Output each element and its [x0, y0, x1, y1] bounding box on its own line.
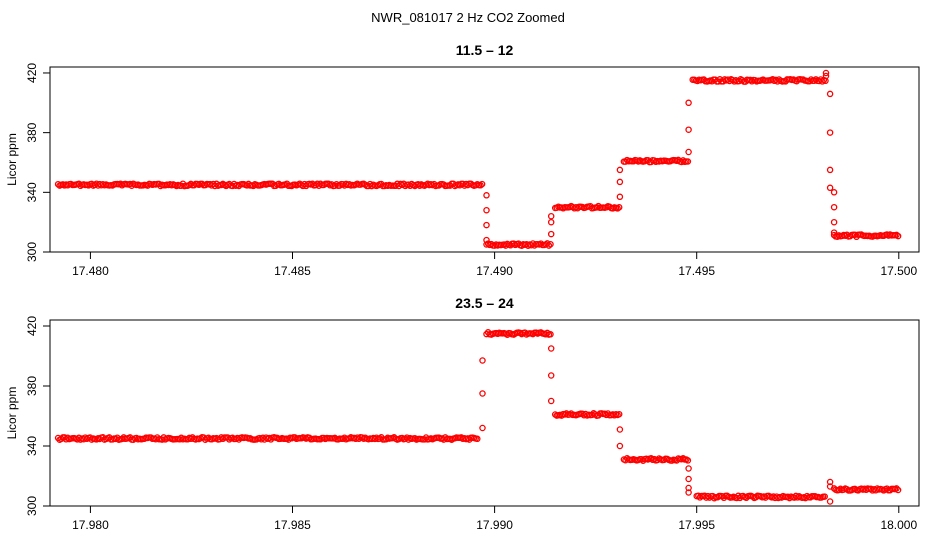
y-tick-label: 420 — [25, 63, 39, 83]
data-point — [616, 166, 624, 174]
y-tick-label: 340 — [25, 436, 39, 456]
y-tick-label: 380 — [25, 122, 39, 142]
data-point — [826, 166, 834, 174]
y-tick-label: 420 — [25, 316, 39, 336]
data-point — [616, 426, 624, 433]
data-point — [830, 203, 838, 211]
y-axis-label: Licor ppm — [5, 387, 19, 440]
x-tick-label: 17.990 — [476, 518, 513, 532]
data-point — [822, 69, 830, 77]
data-point — [547, 240, 554, 248]
data-point — [821, 493, 828, 500]
x-tick-label: 17.495 — [678, 264, 715, 278]
data-point — [826, 90, 834, 98]
y-tick-label: 300 — [25, 242, 39, 262]
data-point — [684, 457, 692, 464]
data-point — [547, 218, 555, 226]
data-point — [615, 410, 623, 418]
data-point — [893, 485, 900, 492]
x-tick-label: 17.485 — [274, 264, 311, 278]
data-point — [547, 331, 554, 338]
data-point — [483, 192, 490, 199]
panel-title: 23.5 – 24 — [455, 295, 514, 311]
data-point — [819, 78, 826, 85]
data-point — [685, 148, 692, 156]
data-point — [547, 230, 555, 238]
data-point — [685, 99, 692, 107]
y-tick-label: 380 — [25, 376, 39, 396]
series-points — [54, 329, 902, 505]
y-tick-label: 300 — [25, 496, 39, 516]
data-point — [685, 489, 692, 496]
plot-frame — [49, 66, 920, 253]
y-axis-label: Licor ppm — [5, 133, 19, 186]
data-point — [479, 424, 486, 432]
data-point — [474, 435, 481, 443]
data-point — [822, 72, 830, 80]
data-point — [616, 442, 624, 450]
x-tick-label: 17.995 — [678, 518, 715, 532]
data-point — [479, 357, 486, 364]
figure-title: NWR_081017 2 Hz CO2 Zoomed — [371, 10, 565, 25]
data-point — [685, 465, 692, 472]
data-point — [483, 221, 490, 229]
data-point — [830, 189, 838, 196]
data-point — [826, 129, 834, 136]
plot-frame — [49, 319, 920, 507]
panel-title: 11.5 – 12 — [456, 42, 514, 58]
data-point — [483, 236, 490, 244]
y-tick-label: 340 — [25, 182, 39, 202]
data-point — [483, 206, 490, 214]
data-point — [616, 193, 624, 201]
data-point — [547, 397, 555, 405]
x-tick-label: 17.480 — [72, 264, 109, 278]
data-point — [894, 232, 902, 240]
panel-top: 11.5 – 12 17.480 17.485 17.490 17.495 17.500 3… — [5, 42, 920, 278]
x-tick-label: 17.490 — [476, 264, 513, 278]
series-points — [54, 69, 902, 249]
x-tick-label: 17.985 — [274, 518, 311, 532]
data-point — [547, 345, 555, 352]
data-point — [685, 126, 692, 133]
data-point — [547, 212, 555, 220]
panel-bottom: 23.5 – 24 17.980 17.985 17.990 17.995 18.000 3… — [5, 295, 920, 532]
x-tick-label: 17.500 — [880, 264, 917, 278]
data-point — [826, 498, 834, 505]
data-point — [685, 484, 692, 492]
data-point — [544, 329, 551, 337]
data-point — [830, 229, 838, 236]
data-point — [545, 242, 553, 249]
data-point — [478, 180, 486, 188]
data-point — [826, 184, 834, 192]
data-point — [830, 218, 838, 226]
x-tick-label: 17.980 — [72, 518, 109, 532]
x-tick-label: 18.000 — [880, 518, 917, 532]
data-point — [479, 390, 486, 397]
data-point — [616, 178, 624, 186]
data-point — [547, 372, 555, 379]
data-point — [894, 486, 902, 494]
data-point — [826, 483, 834, 490]
data-point — [685, 475, 692, 483]
data-point — [615, 204, 623, 211]
data-point — [826, 478, 834, 486]
data-point — [684, 158, 692, 165]
